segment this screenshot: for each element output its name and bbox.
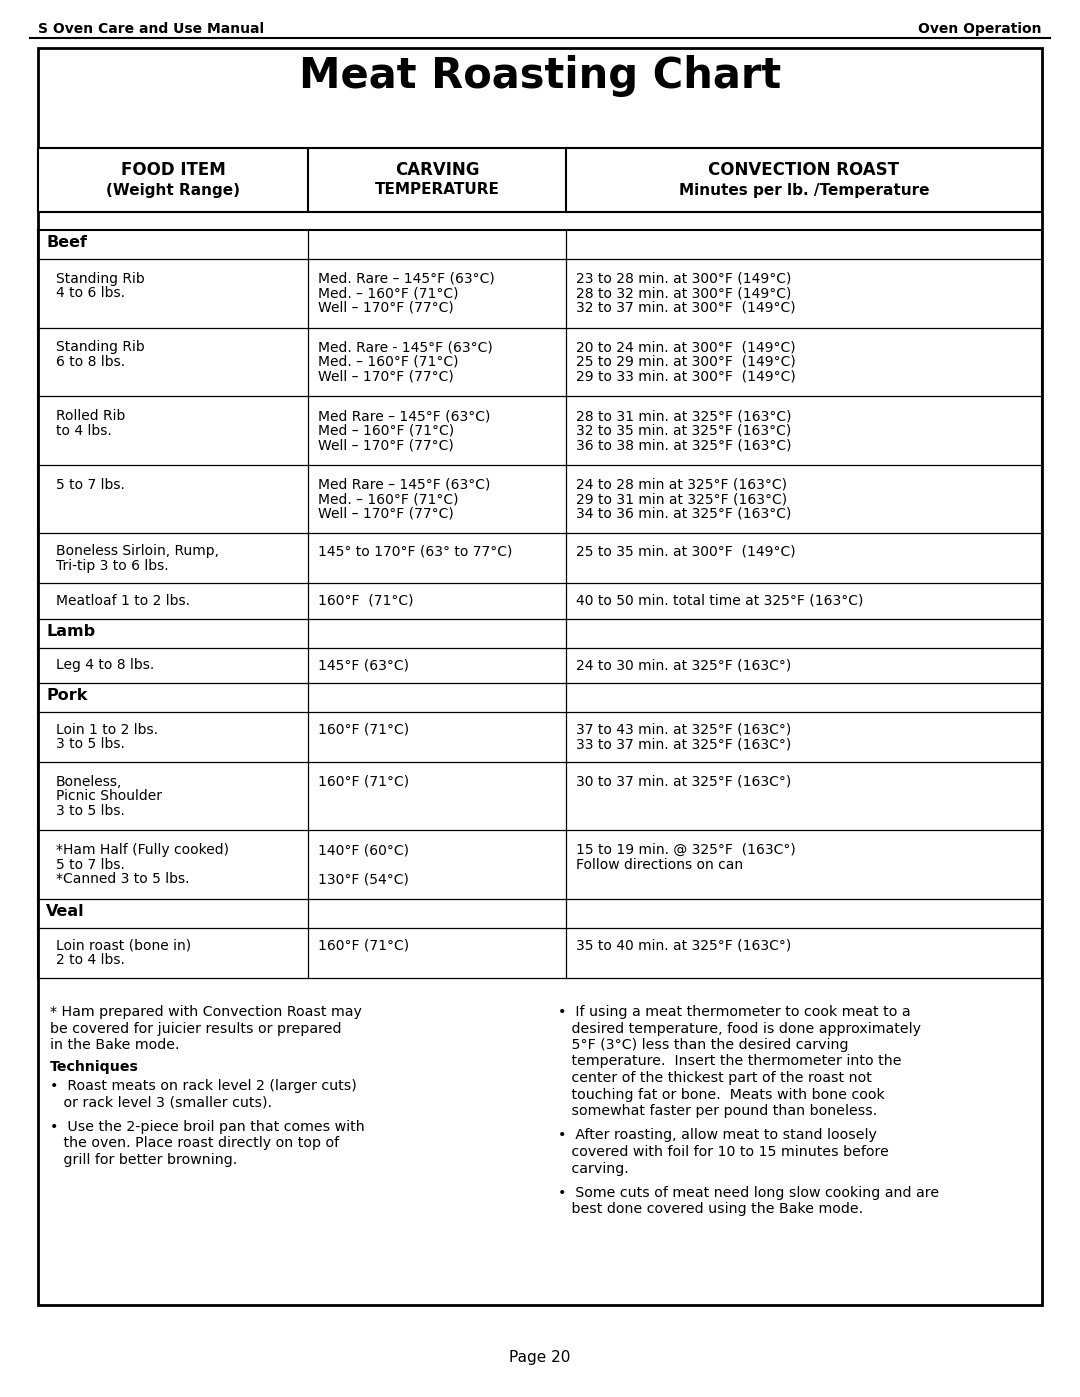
Text: •  Use the 2-piece broil pan that comes with: • Use the 2-piece broil pan that comes w… [50, 1120, 365, 1134]
Text: 36 to 38 min. at 325°F (163°C): 36 to 38 min. at 325°F (163°C) [576, 439, 792, 453]
Text: 35 to 40 min. at 325°F (163C°): 35 to 40 min. at 325°F (163C°) [576, 939, 792, 953]
Text: 29 to 33 min. at 300°F  (149°C): 29 to 33 min. at 300°F (149°C) [576, 369, 796, 383]
Text: Boneless Sirloin, Rump,: Boneless Sirloin, Rump, [56, 543, 219, 557]
Text: Boneless,: Boneless, [56, 775, 122, 789]
Text: 23 to 28 min. at 300°F (149°C): 23 to 28 min. at 300°F (149°C) [576, 272, 792, 286]
Text: covered with foil for 10 to 15 minutes before: covered with foil for 10 to 15 minutes b… [558, 1146, 889, 1160]
Text: •  If using a meat thermometer to cook meat to a: • If using a meat thermometer to cook me… [558, 1004, 910, 1018]
Text: Med Rare – 145°F (63°C): Med Rare – 145°F (63°C) [318, 478, 490, 492]
Text: FOOD ITEM: FOOD ITEM [121, 161, 226, 179]
Text: somewhat faster per pound than boneless.: somewhat faster per pound than boneless. [558, 1104, 877, 1118]
Text: carving.: carving. [558, 1161, 629, 1175]
Text: Med. – 160°F (71°C): Med. – 160°F (71°C) [318, 355, 459, 369]
Text: Page 20: Page 20 [510, 1350, 570, 1365]
Text: Med. – 160°F (71°C): Med. – 160°F (71°C) [318, 286, 459, 300]
Text: 32 to 37 min. at 300°F  (149°C): 32 to 37 min. at 300°F (149°C) [576, 300, 796, 314]
Text: 160°F (71°C): 160°F (71°C) [318, 722, 409, 736]
Text: TEMPERATURE: TEMPERATURE [375, 183, 499, 197]
Text: touching fat or bone.  Meats with bone cook: touching fat or bone. Meats with bone co… [558, 1087, 885, 1101]
Text: Loin 1 to 2 lbs.: Loin 1 to 2 lbs. [56, 722, 158, 736]
Text: 160°F  (71°C): 160°F (71°C) [318, 594, 414, 608]
Text: center of the thickest part of the roast not: center of the thickest part of the roast… [558, 1071, 872, 1085]
Text: Med. Rare – 145°F (63°C): Med. Rare – 145°F (63°C) [318, 272, 495, 286]
Text: 32 to 35 min. at 325°F (163°C): 32 to 35 min. at 325°F (163°C) [576, 423, 792, 437]
Text: 3 to 5 lbs.: 3 to 5 lbs. [56, 803, 125, 817]
Text: 25 to 35 min. at 300°F  (149°C): 25 to 35 min. at 300°F (149°C) [576, 543, 796, 557]
Text: •  Roast meats on rack level 2 (larger cuts): • Roast meats on rack level 2 (larger cu… [50, 1078, 356, 1092]
Text: 145° to 170°F (63° to 77°C): 145° to 170°F (63° to 77°C) [318, 543, 512, 557]
Text: 28 to 31 min. at 325°F (163°C): 28 to 31 min. at 325°F (163°C) [576, 409, 792, 423]
Text: CONVECTION ROAST: CONVECTION ROAST [708, 161, 900, 179]
Text: in the Bake mode.: in the Bake mode. [50, 1038, 179, 1052]
Text: best done covered using the Bake mode.: best done covered using the Bake mode. [558, 1203, 863, 1217]
Text: 2 to 4 lbs.: 2 to 4 lbs. [56, 953, 125, 967]
Text: 28 to 32 min. at 300°F (149°C): 28 to 32 min. at 300°F (149°C) [576, 286, 792, 300]
Text: •  Some cuts of meat need long slow cooking and are: • Some cuts of meat need long slow cooki… [558, 1186, 940, 1200]
Text: *Canned 3 to 5 lbs.: *Canned 3 to 5 lbs. [56, 872, 189, 886]
Text: Standing Rib: Standing Rib [56, 272, 145, 286]
Text: 34 to 36 min. at 325°F (163°C): 34 to 36 min. at 325°F (163°C) [576, 507, 792, 521]
Text: Med Rare – 145°F (63°C): Med Rare – 145°F (63°C) [318, 409, 490, 423]
Text: 40 to 50 min. total time at 325°F (163°C): 40 to 50 min. total time at 325°F (163°C… [576, 594, 863, 608]
Text: to 4 lbs.: to 4 lbs. [56, 423, 111, 437]
Text: Med – 160°F (71°C): Med – 160°F (71°C) [318, 423, 454, 437]
Text: Pork: Pork [46, 687, 87, 703]
Text: 4 to 6 lbs.: 4 to 6 lbs. [56, 286, 125, 300]
Text: grill for better browning.: grill for better browning. [50, 1153, 238, 1166]
Text: *Ham Half (Fully cooked): *Ham Half (Fully cooked) [56, 844, 229, 858]
Text: (Weight Range): (Weight Range) [106, 183, 240, 197]
Text: 25 to 29 min. at 300°F  (149°C): 25 to 29 min. at 300°F (149°C) [576, 355, 796, 369]
Text: 24 to 30 min. at 325°F (163C°): 24 to 30 min. at 325°F (163C°) [576, 658, 792, 672]
Text: desired temperature, food is done approximately: desired temperature, food is done approx… [558, 1021, 921, 1035]
Text: 5 to 7 lbs.: 5 to 7 lbs. [56, 478, 125, 492]
Text: Follow directions on can: Follow directions on can [576, 858, 743, 872]
Text: 20 to 24 min. at 300°F  (149°C): 20 to 24 min. at 300°F (149°C) [576, 341, 796, 355]
Bar [38, 148, 1042, 212]
Text: 5 to 7 lbs.: 5 to 7 lbs. [56, 858, 125, 872]
Text: 33 to 37 min. at 325°F (163C°): 33 to 37 min. at 325°F (163C°) [576, 738, 792, 752]
Text: be covered for juicier results or prepared: be covered for juicier results or prepar… [50, 1021, 341, 1035]
Text: 145°F (63°C): 145°F (63°C) [318, 658, 409, 672]
Text: 160°F (71°C): 160°F (71°C) [318, 939, 409, 953]
Text: Med. – 160°F (71°C): Med. – 160°F (71°C) [318, 492, 459, 506]
Text: S Oven Care and Use Manual: S Oven Care and Use Manual [38, 22, 265, 36]
Text: 30 to 37 min. at 325°F (163C°): 30 to 37 min. at 325°F (163C°) [576, 775, 792, 789]
Text: Well – 170°F (77°C): Well – 170°F (77°C) [318, 439, 454, 453]
Text: Leg 4 to 8 lbs.: Leg 4 to 8 lbs. [56, 658, 154, 672]
Text: Meatloaf 1 to 2 lbs.: Meatloaf 1 to 2 lbs. [56, 594, 190, 608]
Bar [38, 47, 1042, 1305]
Text: Well – 170°F (77°C): Well – 170°F (77°C) [318, 369, 454, 383]
Text: 140°F (60°C): 140°F (60°C) [318, 844, 409, 858]
Text: the oven. Place roast directly on top of: the oven. Place roast directly on top of [50, 1137, 339, 1151]
Text: 160°F (71°C): 160°F (71°C) [318, 775, 409, 789]
Text: Meat Roasting Chart: Meat Roasting Chart [299, 54, 781, 96]
Text: Minutes per lb. /Temperature: Minutes per lb. /Temperature [678, 183, 929, 197]
Text: •  After roasting, allow meat to stand loosely: • After roasting, allow meat to stand lo… [558, 1129, 877, 1143]
Text: 130°F (54°C): 130°F (54°C) [318, 872, 409, 886]
Text: Loin roast (bone in): Loin roast (bone in) [56, 939, 191, 953]
Text: Standing Rib: Standing Rib [56, 341, 145, 355]
Text: 3 to 5 lbs.: 3 to 5 lbs. [56, 738, 125, 752]
Text: Beef: Beef [46, 235, 87, 250]
Text: Lamb: Lamb [46, 623, 95, 638]
Text: 5°F (3°C) less than the desired carving: 5°F (3°C) less than the desired carving [558, 1038, 849, 1052]
Text: Tri-tip 3 to 6 lbs.: Tri-tip 3 to 6 lbs. [56, 559, 168, 573]
Text: * Ham prepared with Convection Roast may: * Ham prepared with Convection Roast may [50, 1004, 362, 1018]
Text: temperature.  Insert the thermometer into the: temperature. Insert the thermometer into… [558, 1055, 902, 1069]
Text: 15 to 19 min. @ 325°F  (163C°): 15 to 19 min. @ 325°F (163C°) [576, 844, 796, 858]
Text: Picnic Shoulder: Picnic Shoulder [56, 789, 162, 803]
Text: Techniques: Techniques [50, 1060, 139, 1074]
Text: 6 to 8 lbs.: 6 to 8 lbs. [56, 355, 125, 369]
Text: 37 to 43 min. at 325°F (163C°): 37 to 43 min. at 325°F (163C°) [576, 722, 792, 736]
Text: 29 to 31 min at 325°F (163°C): 29 to 31 min at 325°F (163°C) [576, 492, 787, 506]
Text: Oven Operation: Oven Operation [918, 22, 1042, 36]
Text: 24 to 28 min at 325°F (163°C): 24 to 28 min at 325°F (163°C) [576, 478, 787, 492]
Text: or rack level 3 (smaller cuts).: or rack level 3 (smaller cuts). [50, 1095, 272, 1109]
Text: Rolled Rib: Rolled Rib [56, 409, 125, 423]
Text: Med. Rare - 145°F (63°C): Med. Rare - 145°F (63°C) [318, 341, 492, 355]
Text: CARVING: CARVING [395, 161, 480, 179]
Text: Well – 170°F (77°C): Well – 170°F (77°C) [318, 507, 454, 521]
Text: Well – 170°F (77°C): Well – 170°F (77°C) [318, 300, 454, 314]
Text: Veal: Veal [46, 904, 84, 919]
